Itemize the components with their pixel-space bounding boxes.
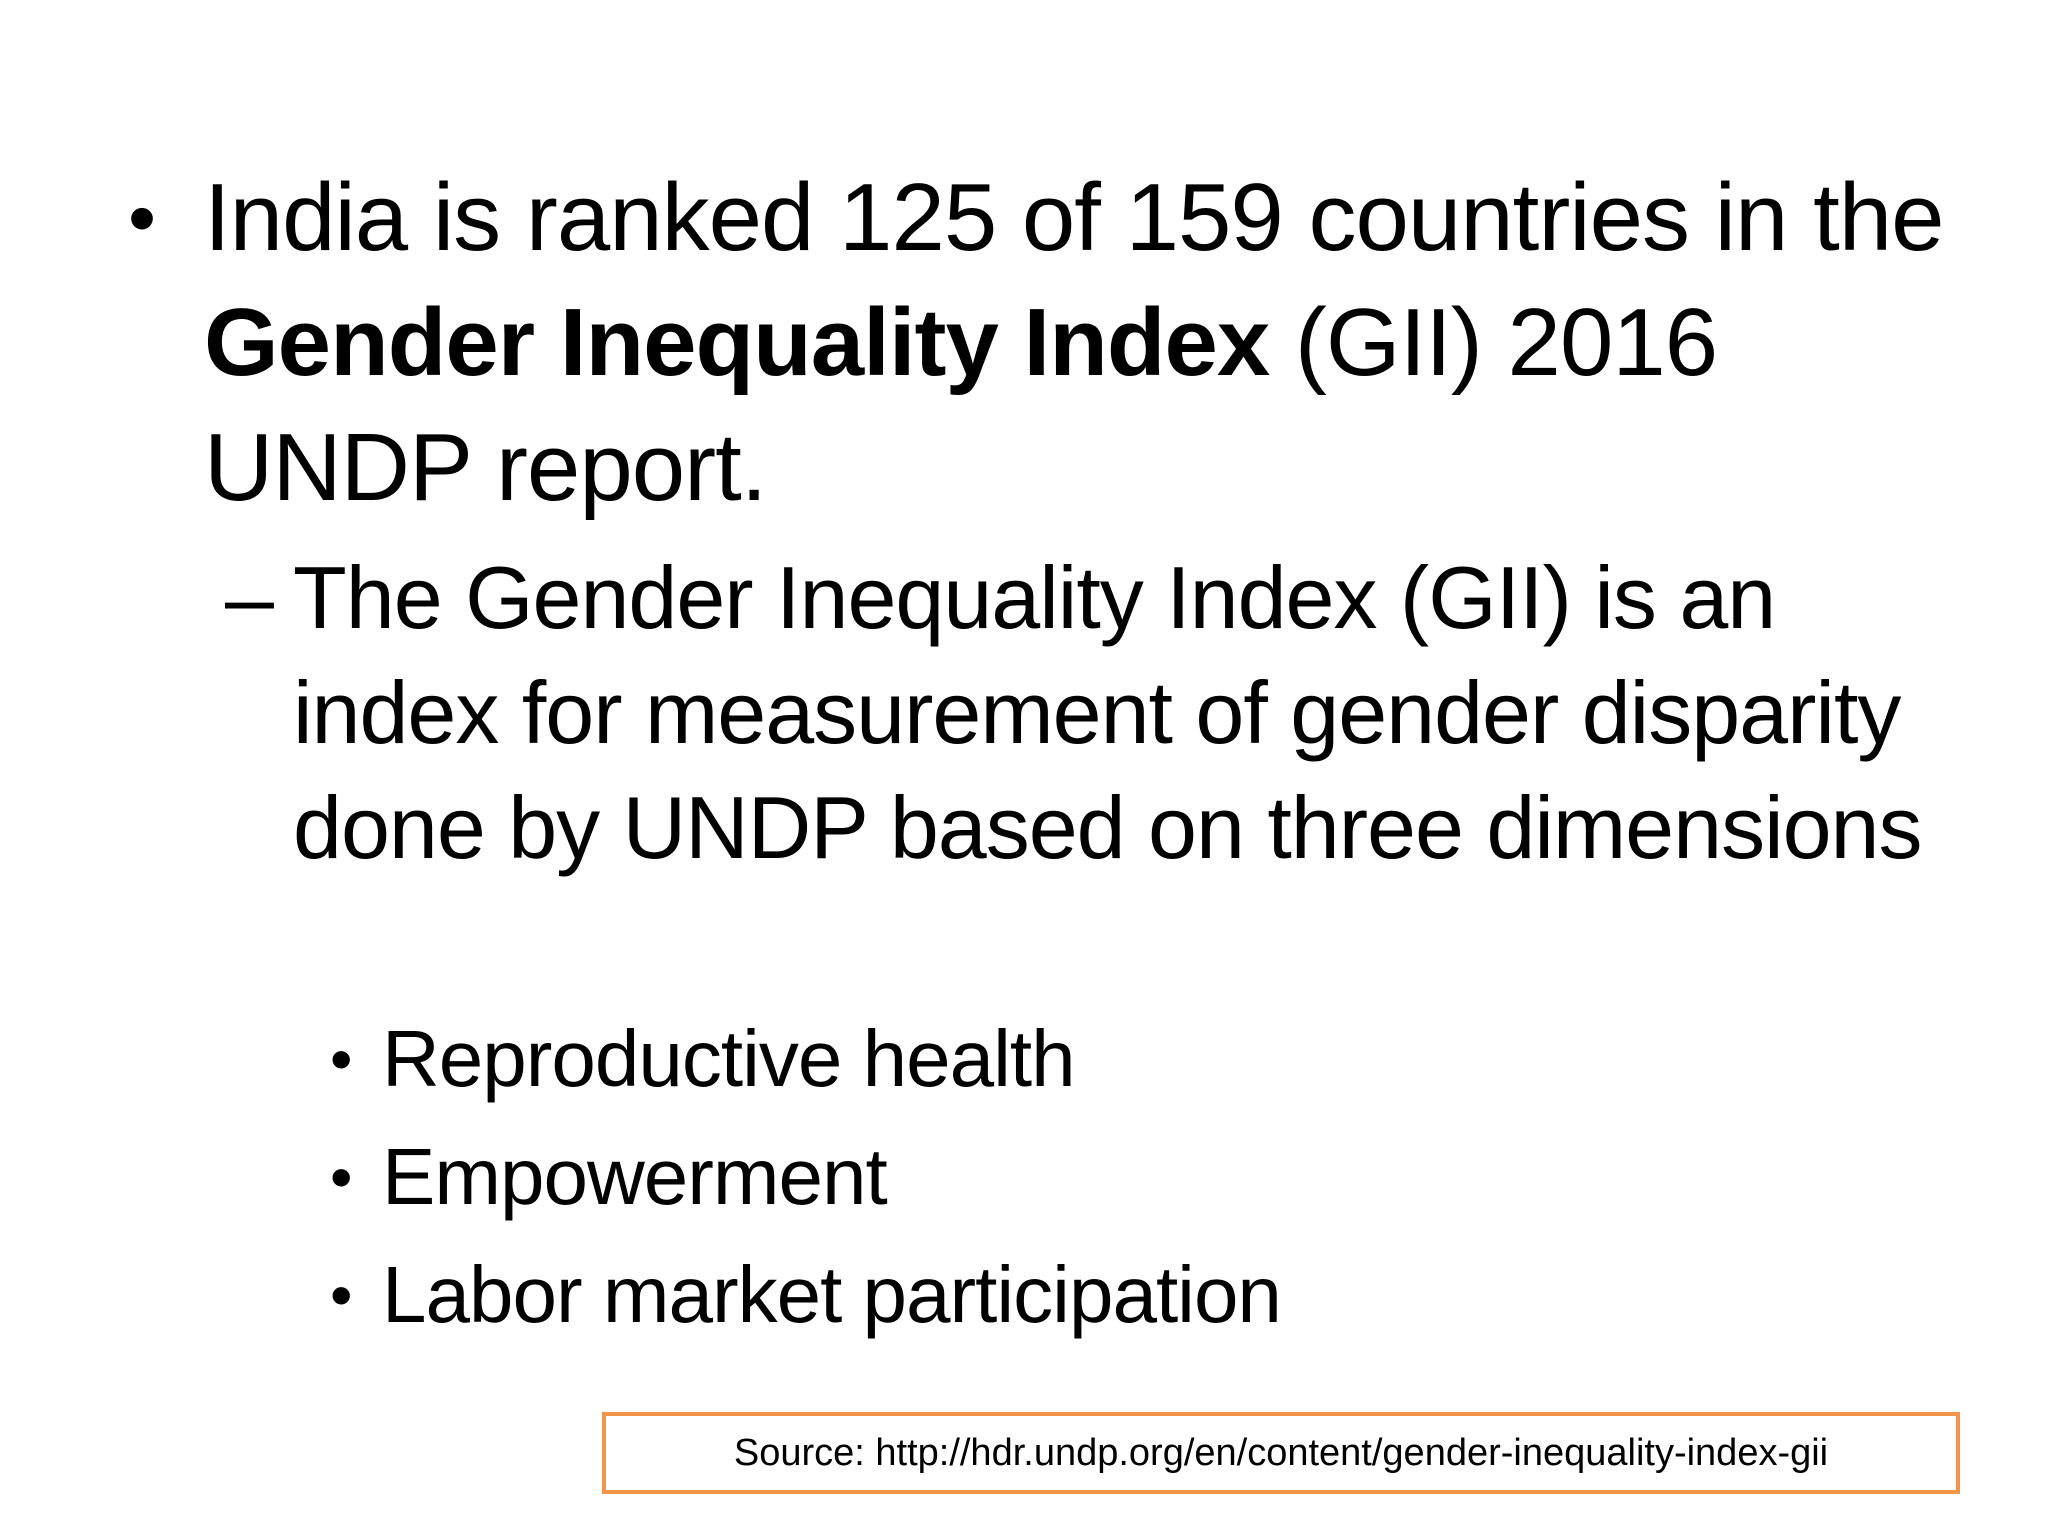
- list-item: • Reproductive health: [330, 1000, 1830, 1118]
- gii-term: Gender Inequality Index: [204, 289, 1270, 396]
- main-bullet-text: India is ranked 125 of 159 countries in …: [204, 155, 1948, 530]
- main-bullet-text-start: India is ranked 125 of 159 countries in …: [204, 164, 1945, 271]
- list-item: • Labor market participation: [330, 1236, 1830, 1354]
- sub-bullet-text: The Gender Inequality Index (GII) is an …: [293, 548, 1923, 877]
- main-bullet-text-end: (GII) 2016 UNDP report.: [204, 289, 1718, 521]
- dimension-label: Labor market participation: [382, 1250, 1282, 1339]
- source-citation-box: Source: http://hdr.undp.org/en/content/g…: [602, 1412, 1960, 1494]
- source-citation-text: Source: http://hdr.undp.org/en/content/g…: [733, 1431, 1829, 1474]
- bullet-marker: •: [330, 1259, 352, 1331]
- bullet-marker: •: [128, 173, 156, 262]
- bullet-marker: •: [330, 1023, 352, 1095]
- dash-marker: –: [225, 548, 274, 647]
- sub-bullet: – The Gender Inequality Index (GII) is a…: [225, 540, 1985, 885]
- dimension-label: Reproductive health: [382, 1014, 1076, 1103]
- bullet-marker: •: [330, 1141, 352, 1213]
- dimensions-list: • Reproductive health • Empowerment • La…: [330, 1000, 1830, 1354]
- main-bullet: • India is ranked 125 of 159 countries i…: [128, 155, 1948, 530]
- list-item: • Empowerment: [330, 1118, 1830, 1236]
- dimension-label: Empowerment: [382, 1132, 888, 1221]
